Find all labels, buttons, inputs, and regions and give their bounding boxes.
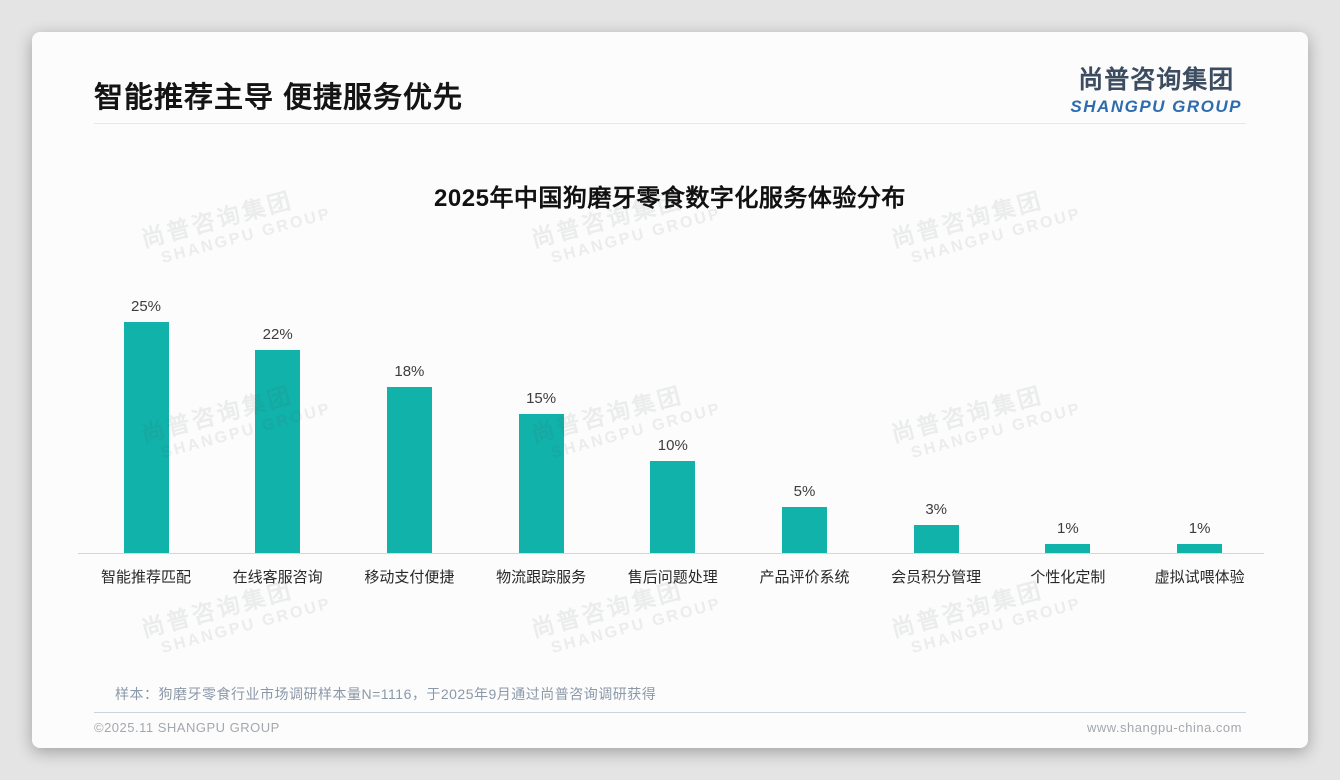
bar-value-label: 25% <box>130 298 162 315</box>
bar-category-label: 在线客服咨询 <box>232 569 323 586</box>
bar <box>255 349 301 553</box>
bar-category-label: 移动支付便捷 <box>364 569 455 586</box>
bar-value-label: 1% <box>1057 519 1079 537</box>
bar <box>386 386 432 553</box>
bar <box>518 414 564 553</box>
logo-english-name: SHANGPU GROUP <box>1070 97 1242 116</box>
header-divider <box>94 123 1246 124</box>
page-title: 智能推荐主导 便捷服务优先 <box>94 82 464 114</box>
bar-value-label: 22% <box>262 325 293 343</box>
bar-category-label: 产品评价系统 <box>759 569 850 586</box>
company-logo: 尚普咨询集团 SHANGPU GROUP <box>1070 60 1242 117</box>
bar-chart: 25% 智能推荐匹配 22% 在线客服咨询 18% 移动支付便捷 15% 物流跟踪服务 10% 售… <box>32 32 1308 748</box>
bar <box>123 322 169 553</box>
bar-value-label: 3% <box>925 501 948 519</box>
bar <box>1177 543 1223 553</box>
bar-category-label: 物流跟踪服务 <box>496 569 587 586</box>
bar-category-label: 虚拟试喂体验 <box>1154 569 1245 586</box>
bar-category-label: 会员积分管理 <box>891 569 982 586</box>
bar-value-label: 10% <box>657 436 688 454</box>
footer-copyright: ©2025.11 SHANGPU GROUP <box>94 720 280 735</box>
bar <box>782 506 827 553</box>
bar-value-label: 1% <box>1188 519 1211 537</box>
sample-note: 样本：狗磨牙零食行业市场调研样本量N=1116，于2025年9月通过尚普咨询调研… <box>115 686 657 702</box>
footer-website: www.shangpu-china.com <box>1086 720 1242 735</box>
bar-value-label: 15% <box>526 390 557 408</box>
bar-value-label: 5% <box>793 482 816 500</box>
bar-category-label: 个性化定制 <box>1030 569 1106 586</box>
bar-value-label: 18% <box>394 362 425 380</box>
bar <box>1045 543 1091 553</box>
footer-divider <box>94 712 1246 713</box>
bar-category-label: 售后问题处理 <box>627 569 718 586</box>
x-axis-line <box>78 553 1264 554</box>
chart-title: 2025年中国狗磨牙零食数字化服务体验分布 <box>434 185 906 212</box>
logo-chinese-name: 尚普咨询集团 <box>1078 66 1235 94</box>
bar <box>650 460 696 553</box>
bar-category-label: 智能推荐匹配 <box>100 569 191 586</box>
report-card: 智能推荐主导 便捷服务优先 尚普咨询集团 SHANGPU GROUP 2025年… <box>32 32 1308 748</box>
bar <box>913 525 959 553</box>
